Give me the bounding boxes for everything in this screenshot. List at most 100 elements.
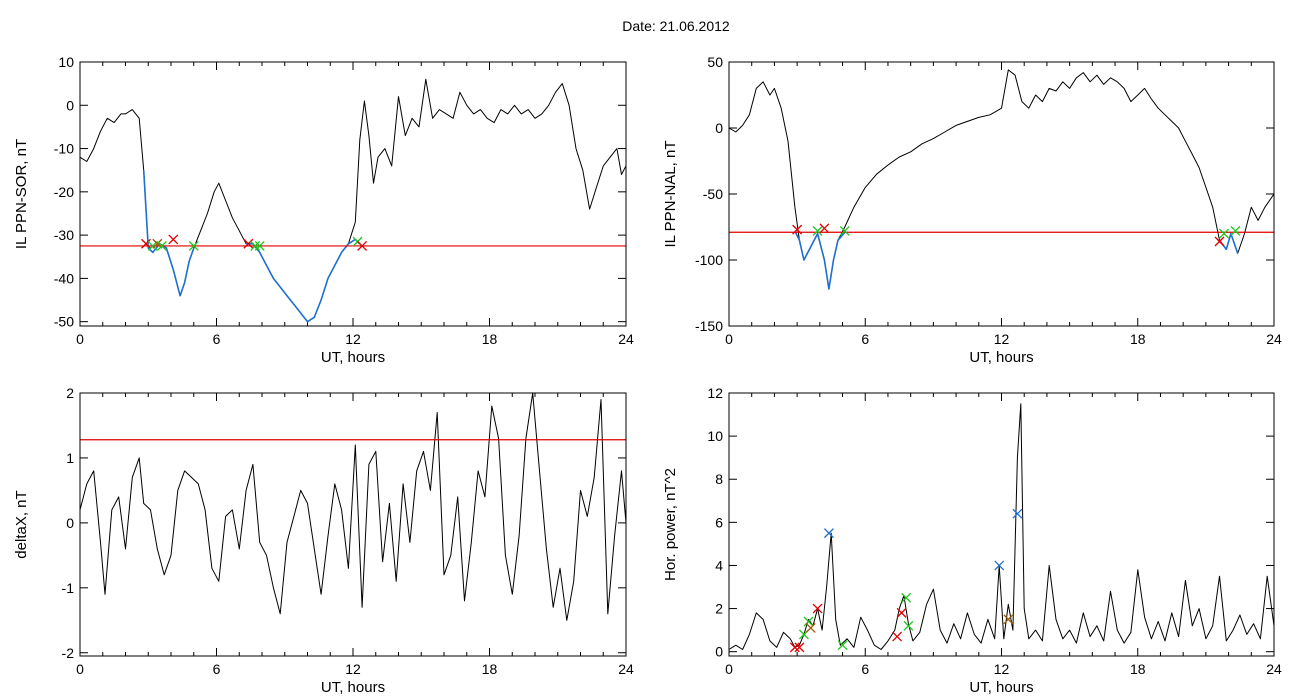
panel-il-ppn-sor: 0 6 12 18 24 10 0 -10 -20 -30 -40 -50 UT, hours IL PP… <box>13 54 634 366</box>
cross-stroke <box>812 603 823 614</box>
x-axis-label: UT, hours <box>321 679 385 696</box>
x-tick-label: 18 <box>1130 331 1146 347</box>
x-tick-label: 24 <box>1266 661 1282 677</box>
x-axis-label: UT, hours <box>969 679 1033 696</box>
y-tick-label: 0 <box>715 644 723 660</box>
y-axis-label: deltaX, nT <box>13 490 30 558</box>
cross-stroke <box>1230 226 1241 236</box>
series-line <box>728 403 1275 650</box>
cross-marker <box>1012 508 1023 519</box>
y-tick-label: 0 <box>66 97 74 113</box>
y-tick-label: -30 <box>54 227 74 243</box>
cross-marker <box>812 226 823 236</box>
x-tick-label: 12 <box>345 661 361 677</box>
cross-marker <box>805 623 816 633</box>
x-tick-label: 0 <box>725 661 733 677</box>
cross-marker <box>789 642 800 653</box>
cross-marker <box>1214 236 1225 247</box>
cross-stroke <box>1219 228 1230 239</box>
cross-marker <box>254 240 265 251</box>
x-tick-label: 0 <box>76 331 84 347</box>
cross-marker <box>837 640 848 651</box>
cross-stroke <box>819 223 830 234</box>
cross-marker <box>994 560 1005 571</box>
y-tick-label: -100 <box>695 252 723 268</box>
cross-stroke <box>792 224 803 235</box>
y-tick-label: 4 <box>715 557 723 573</box>
panel-il-ppn-nal: 0 6 12 18 24 50 0 -50 -100 -150 UT, hours IL PPN-NA… <box>662 54 1282 366</box>
cross-marker <box>188 240 199 251</box>
cross-marker <box>250 240 261 251</box>
cross-stroke <box>803 616 814 627</box>
y-tick-label: -40 <box>54 270 74 286</box>
cross-marker <box>357 240 368 251</box>
cross-stroke <box>901 592 912 603</box>
x-tick-label: 18 <box>482 331 498 347</box>
cross-marker <box>794 642 805 653</box>
y-tick-label: 10 <box>58 54 74 70</box>
cross-stroke <box>794 642 805 653</box>
cross-stroke <box>141 238 151 249</box>
cross-marker <box>812 603 823 614</box>
cross-marker <box>803 616 814 627</box>
x-tick-label: 18 <box>1130 661 1146 677</box>
y-tick-label: 6 <box>715 514 723 530</box>
y-axis-label: IL PPN-SOR, nT <box>13 139 30 249</box>
y-tick-label: 12 <box>707 385 723 401</box>
cross-stroke <box>892 631 903 642</box>
cross-marker <box>156 240 167 251</box>
cross-marker <box>823 528 834 539</box>
cross-stroke <box>357 240 368 251</box>
cross-marker <box>1230 226 1241 236</box>
cross-stroke <box>243 238 254 249</box>
cross-stroke <box>1012 508 1023 519</box>
x-tick-label: 6 <box>213 331 221 347</box>
cross-stroke <box>823 528 834 539</box>
series-line <box>79 78 627 323</box>
x-tick-label: 6 <box>213 661 221 677</box>
x-axis-label: UT, hours <box>969 349 1033 366</box>
cross-stroke <box>896 607 907 618</box>
x-tick-label: 12 <box>345 331 361 347</box>
y-axis-label: IL PPN-NAL, nT <box>662 141 679 248</box>
cross-stroke <box>250 240 261 251</box>
cross-stroke <box>812 226 823 236</box>
cross-stroke <box>839 226 850 236</box>
y-tick-label: -20 <box>54 184 74 200</box>
plot-frame <box>79 61 627 327</box>
cross-stroke <box>156 240 167 251</box>
series-line <box>728 69 1275 290</box>
cross-stroke <box>254 240 265 251</box>
x-tick-label: 6 <box>861 331 869 347</box>
x-tick-label: 24 <box>1266 331 1282 347</box>
y-tick-label: 1 <box>66 450 74 466</box>
x-tick-label: 12 <box>994 331 1010 347</box>
cross-stroke <box>805 623 816 633</box>
y-tick-label: 2 <box>715 601 723 617</box>
x-tick-label: 0 <box>725 331 733 347</box>
plot-frame <box>728 392 1275 657</box>
x-tick-label: 24 <box>618 661 634 677</box>
cross-stroke <box>152 238 163 249</box>
cross-stroke <box>903 620 914 631</box>
x-tick-label: 6 <box>861 661 869 677</box>
cross-stroke <box>789 642 800 653</box>
cross-stroke <box>1214 236 1225 247</box>
x-tick-label: 24 <box>618 331 634 347</box>
x-tick-label: 18 <box>482 661 498 677</box>
series-line <box>79 392 627 621</box>
cross-stroke <box>188 240 199 251</box>
x-axis-label: UT, hours <box>321 349 385 366</box>
y-tick-label: 8 <box>715 471 723 487</box>
event-segment-line <box>794 230 846 290</box>
cross-marker <box>1219 228 1230 239</box>
cross-marker <box>819 223 830 234</box>
y-axis-label: Hor. power, nT^2 <box>662 468 679 581</box>
y-tick-label: 50 <box>707 54 723 70</box>
y-tick-label: -50 <box>54 314 74 330</box>
cross-marker <box>896 607 907 618</box>
x-tick-label: 12 <box>994 661 1010 677</box>
page-title: Date: 21.06.2012 <box>622 18 730 34</box>
y-tick-label: -50 <box>703 186 723 202</box>
